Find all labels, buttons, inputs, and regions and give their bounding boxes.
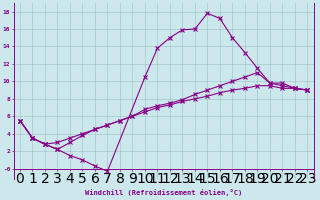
X-axis label: Windchill (Refroidissement éolien,°C): Windchill (Refroidissement éolien,°C) — [85, 189, 242, 196]
